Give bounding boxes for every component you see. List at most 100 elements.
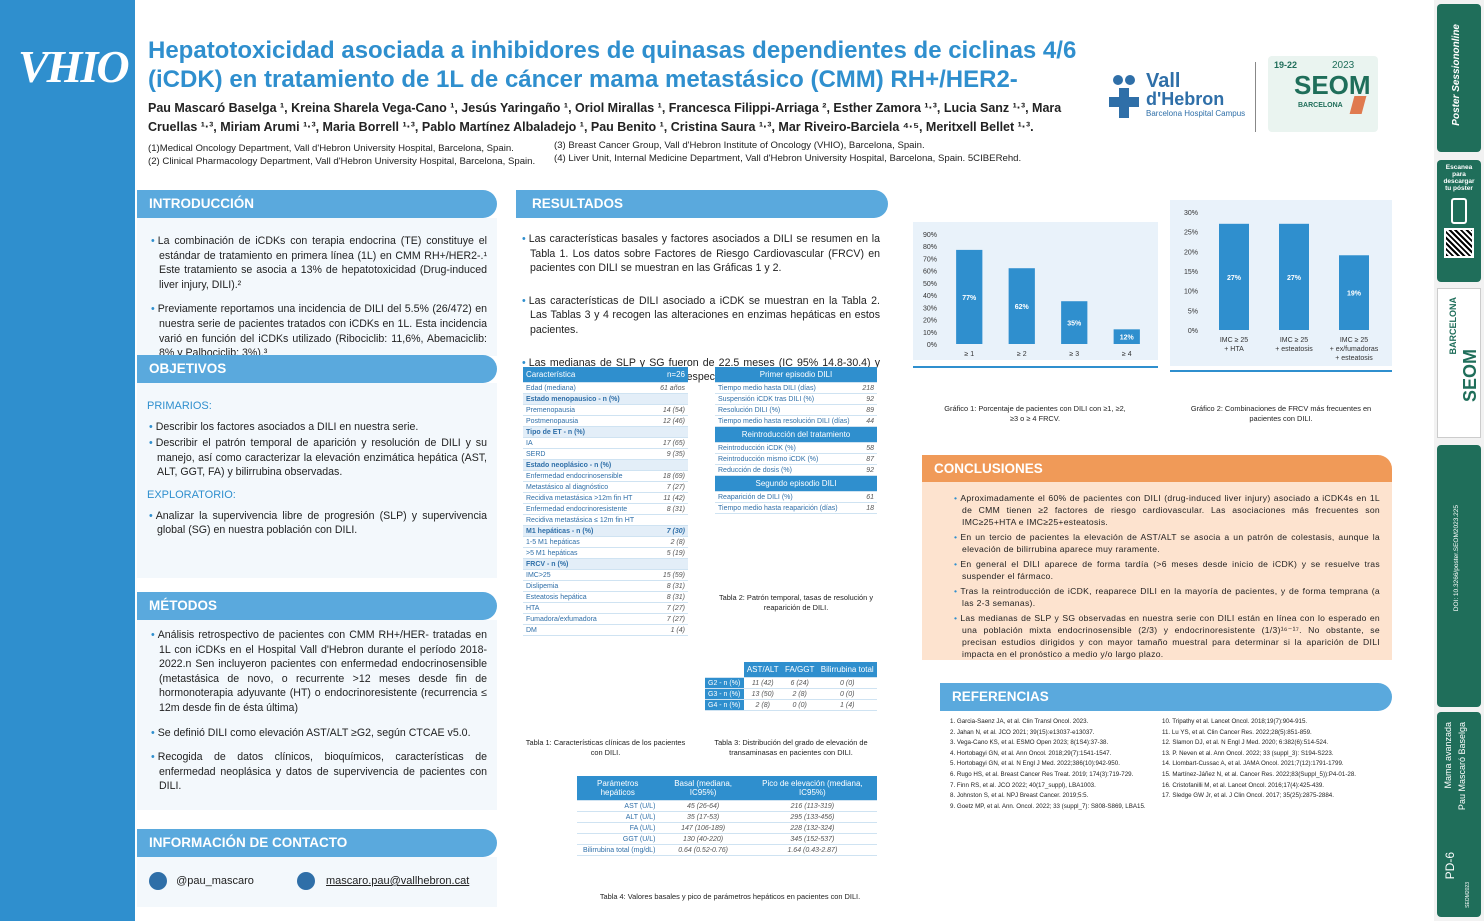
reference-item: 17. Sledge GW Jr, et al. J Clin Oncol. 2… [1162, 792, 1334, 800]
tabla-1-header: Característica n=26 [523, 367, 688, 383]
tabla-1-row: IMC>25 15 (59) [523, 569, 688, 581]
tabla-2-cell: Reintroducción mismo iCDK (%) [715, 453, 859, 465]
reference-item: 14. Llombart-Cussac A, et al. JAMA Oncol… [1162, 760, 1344, 768]
y-tick-label: 20% [923, 318, 937, 325]
sidebar-scan-block: Escanea para descargar tu póster [1437, 160, 1481, 282]
grafico-2: 0% 5% 10% 15% 20% 25% 30% 27% IMC ≥ 25 + HTA 27% IM… [1184, 210, 1379, 362]
tabla-1-cell: 2 (8) [652, 536, 688, 548]
tabla-1-row: Premenopausia 14 (54) [523, 404, 688, 416]
tabla-4-cell: 295 (133-456) [747, 811, 877, 823]
metodos-heading: MÉTODOS [137, 592, 497, 620]
qr-code-icon[interactable] [1444, 228, 1474, 258]
phone-icon [1451, 198, 1467, 224]
sidebar-doi-block: DOI: 10.3266/poster.SEOM2023.225 [1437, 445, 1481, 707]
tabla-4-cell: 216 (113-319) [747, 800, 877, 812]
tabla-1-cell: 1 (4) [652, 624, 688, 636]
reference-item: 11. Lu YS, et al. Clin Cancer Res. 2022;… [1162, 728, 1312, 736]
tabla-4-row: Bilirrubina total (mg/dL) 0.64 (0.52-0.76… [577, 844, 877, 856]
tabla-3-cell: 0 (0) [781, 699, 818, 711]
seom-dates: 19-22 [1274, 60, 1298, 70]
tabla-1-cell [652, 514, 688, 526]
resultado-2: Las características de DILI asociado a i… [520, 294, 880, 338]
tabla-1-cell: M1 hepáticas - n (%) [523, 525, 653, 537]
tabla-4-row: AST (U/L) 45 (26-64) 216 (113-319) [577, 800, 877, 812]
tabla-2-cell: 92 [858, 393, 877, 405]
y-tick-label: 40% [923, 293, 937, 300]
tabla-2-cell: 89 [858, 404, 877, 416]
tabla-1-cell: Fumadora/exfumadora [523, 613, 653, 625]
tabla-3-cell: G3 - n (%) [705, 688, 744, 700]
bar [1113, 329, 1140, 344]
tabla-2: Primer episodio DILI Tiempo medio hasta D… [715, 367, 877, 514]
x-tick-label: ≥ 3 [1069, 351, 1079, 358]
conclusion-5: Las medianas de SLP y SG observadas en n… [952, 612, 1380, 660]
tabla-1-cell: >5 M1 hepáticas [523, 547, 653, 559]
tabla-1-row: Estado menopausico - n (%) [523, 393, 688, 405]
vh-logo-text-3: Barcelona Hospital Campus [1146, 109, 1246, 118]
reference-item: 13. P. Neven et al. Ann Oncol. 2022; 33 … [1162, 749, 1334, 757]
contacto-panel: @pau_mascaro mascaro.pau@vallhebron.cat [137, 857, 497, 907]
tabla-1-row: SERD 9 (35) [523, 448, 688, 460]
tabla-1-cell: Estado menopausico - n (%) [523, 393, 653, 405]
tabla-1-cell [652, 459, 688, 471]
tabla-2-cell: Reintroducción del tratamiento [715, 426, 877, 443]
tabla-1-row: Dislipemia 8 (31) [523, 580, 688, 592]
bar-data-label: 35% [1067, 321, 1082, 328]
reference-item: 7. Finn RS, et al. JCO 2022; 40(17_suppl… [950, 781, 1096, 789]
tabla-4-cell: 1.64 (0.43-2.87) [747, 844, 877, 856]
intro-heading: INTRODUCCIÓN [137, 190, 497, 218]
sidebar-seom: SEOM [1460, 349, 1480, 403]
tabla-1-row: Esteatosis hepática 8 (31) [523, 591, 688, 603]
authors: Pau Mascaró Baselga ¹, Kreina Sharela Ve… [148, 101, 1062, 134]
reference-item: 10. Tripathy et al. Lancet Oncol. 2018;1… [1162, 718, 1308, 725]
sidebar-seom-block: BARCELONA SEOM [1437, 288, 1481, 438]
x-tick-label: + ex/fumadoras [1330, 346, 1379, 353]
tabla-1-cell: 17 (65) [652, 437, 688, 449]
tabla-3-cell: 1 (4) [817, 699, 877, 711]
tabla-3-header-cell: FA/GGT [781, 662, 818, 678]
tabla-4-cell: FA (U/L) [577, 822, 659, 834]
twitter-handle[interactable]: @pau_mascaro [176, 874, 254, 887]
y-tick-label: 0% [1188, 328, 1198, 335]
metodos-panel: Análisis retrospectivo de pacientes con … [137, 620, 497, 810]
resultados-heading: RESULTADOS [516, 190, 888, 218]
grafico-1: 0% 10% 20% 30% 40% 50% 60% 70% 80% 90% 77% ≥ 1 62% ≥ … [923, 232, 1140, 358]
grafico-1-caption: Gráfico 1: Porcentaje de pacientes con D… [944, 404, 1126, 423]
tabla-2-cell: Segundo episodio DILI [715, 475, 877, 492]
x-tick-label: + esteatosis [1275, 346, 1313, 353]
header-divider [1255, 62, 1256, 132]
bar-data-label: 19% [1347, 291, 1362, 298]
tabla-2-cell: 44 [858, 415, 877, 427]
twitter-icon [149, 872, 167, 890]
tabla-2-cell: 61 [858, 491, 877, 503]
referencias-col-left: 1. Garcia-Saenz JA, et al. Clin Transl O… [950, 718, 1160, 813]
objetivos-exploratorio-label: EXPLORATORIO: [147, 488, 236, 501]
email-link[interactable]: mascaro.pau@vallhebron.cat [326, 874, 470, 887]
bar-data-label: 12% [1120, 335, 1135, 342]
y-tick-label: 70% [923, 256, 937, 263]
seom-city: BARCELONA [1298, 102, 1343, 109]
tabla-3-cell: G4 - n (%) [705, 699, 744, 711]
tabla-1-row: M1 hepáticas - n (%) 7 (30) [523, 525, 688, 537]
tabla-3-cell: 0 (0) [817, 688, 877, 700]
tabla-3-caption: Tabla 3: Distribución del grado de eleva… [714, 738, 868, 757]
metodo-2: Se definió DILI como elevación AST/ALT ≥… [149, 726, 487, 741]
y-tick-label: 20% [1184, 249, 1198, 256]
y-tick-label: 25% [1184, 230, 1198, 237]
tabla-1-cell: 61 años [652, 382, 688, 394]
reference-item: 15. Martínez-Jáñez N, et al. Cancer Res.… [1162, 770, 1356, 778]
objetivos-panel: PRIMARIOS: Describir los factores asocia… [137, 383, 497, 578]
tabla-1: Característica n=26 Edad (mediana) 61 años E… [523, 367, 688, 636]
sidebar-brand: Poster Sessiononline [1451, 24, 1462, 126]
vh-logo-text-1: Vall [1146, 70, 1181, 92]
tabla-2-row: Suspensión iCDK tras DILI (%) 92 [715, 393, 877, 405]
referencias-heading: REFERENCIAS [940, 683, 1392, 711]
tabla-1-cell: 15 (59) [652, 569, 688, 581]
affiliation-2: (2) Clinical Pharmacology Department, Va… [148, 156, 536, 167]
reference-item: 5. Hortobagyi GN, et al. N Engl J Med. 2… [950, 760, 1120, 768]
tabla-1-row: Estado neoplásico - n (%) [523, 459, 688, 471]
contacto-heading: INFORMACIÓN DE CONTACTO [137, 829, 497, 857]
tabla-4-cell: Bilirrubina total (mg/dL) [577, 844, 659, 856]
tabla-3-header-cell: Bilirrubina total [817, 662, 877, 678]
grafico-1-panel: 0% 10% 20% 30% 40% 50% 60% 70% 80% 90% 77% ≥ 1 62% ≥ … [913, 222, 1158, 360]
